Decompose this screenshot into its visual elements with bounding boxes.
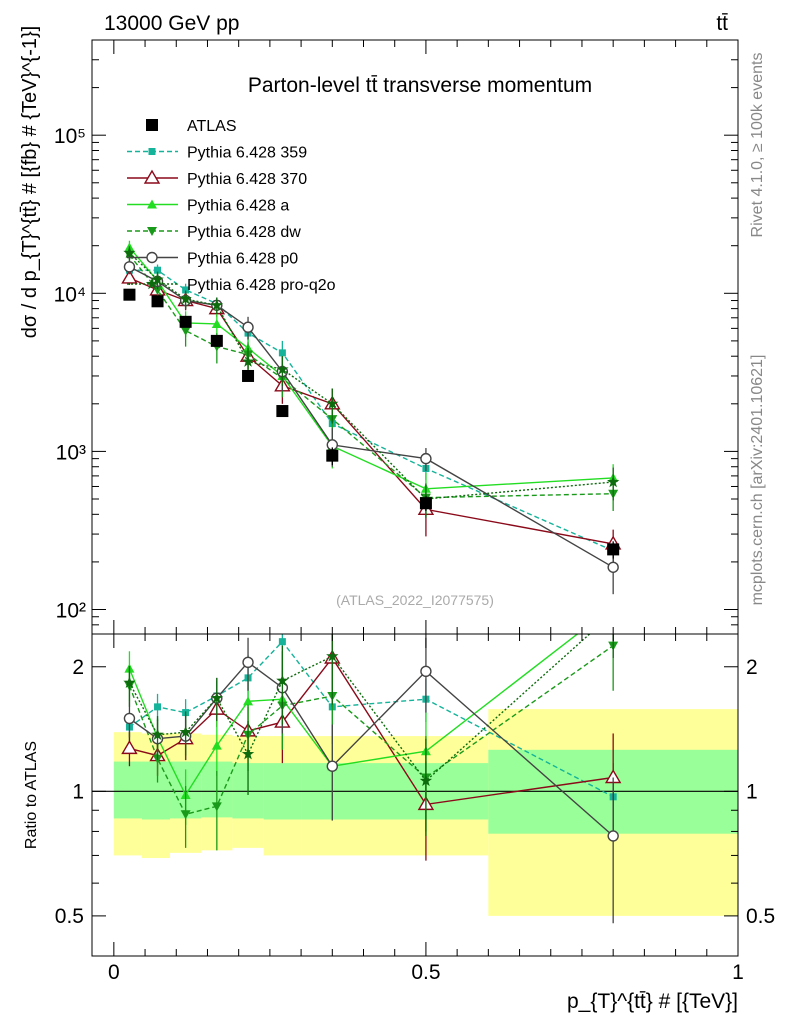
pythia-6-428-pro-q2o-point: [326, 649, 339, 662]
pythia-6-428-p0-point: [607, 830, 619, 842]
ratio-y-tick-label: 0.5: [55, 905, 84, 928]
legend-marker-pythia-6-428-pro-q2o: [145, 277, 159, 290]
x-axis-label: p_{T}^{tt̄} # [{TeV}]: [567, 990, 738, 1013]
legend-label-pythia-6-428-dw: Pythia 6.428 dw: [187, 224, 301, 241]
pythia-6-428-359-point: [278, 638, 286, 646]
atlas-point: [179, 315, 192, 328]
pythia-6-428-pro-q2o-point: [606, 475, 620, 488]
pythia-6-428-pro-q2o-point: [179, 292, 192, 305]
main-y-axis-label: dσ / d p_{T}^{tt̄} # [{fb} # {TeV}^{-1}]: [19, 26, 41, 338]
ratio-y-tick-label-right: 0.5: [746, 905, 775, 928]
mcplots-label: mcplots.cern.ch [arXiv:2401.10621]: [749, 355, 766, 606]
legend-marker-pythia-6-428-p0: [146, 251, 158, 264]
pythia-6-428-p0-point: [123, 261, 136, 273]
legend-label-atlas: ATLAS: [187, 118, 237, 135]
process-label: 13000 GeV pp: [104, 12, 239, 35]
ratio-panel-axes: 0.5 0.5 1 1 2 2 0 0.5 1: [55, 634, 775, 984]
pythia-6-428-p0-point: [326, 760, 338, 772]
x-tick-label: 0.5: [411, 961, 440, 984]
pythia-6-428-dw-point: [211, 802, 222, 812]
atlas-point: [326, 449, 339, 462]
main-y-tick-label: 10²: [56, 600, 86, 623]
pythia-6-428-a-point: [211, 740, 222, 750]
legend-marker-atlas: [146, 119, 158, 131]
pythia-6-428-pro-q2o-point: [241, 747, 255, 760]
analysis-watermark: (ATLAS_2022_I2077575): [336, 592, 494, 608]
legend-label-pythia-6-428-pro-q2o: Pythia 6.428 pro-q2o: [187, 277, 336, 294]
atlas-point: [210, 334, 223, 347]
ratio-y-axis-label: Ratio to ATLAS: [23, 741, 40, 849]
ratio-y-tick-label: 2: [72, 656, 84, 679]
pythia-6-428-pro-q2o-point: [151, 728, 164, 741]
legend-label-pythia-6-428-370: Pythia 6.428 370: [187, 171, 307, 188]
pythia-6-428-a-point: [211, 318, 222, 328]
ratio-y-tick-label: 1: [72, 780, 84, 803]
pythia-6-428-pro-q2o-point: [326, 397, 339, 410]
main-y-tick-label: 10⁴: [54, 283, 86, 306]
pythia-6-428-pro-q2o-point: [276, 674, 289, 687]
pythia-6-428-pro-q2o-point: [276, 362, 289, 375]
pythia-6-428-359-line: [129, 269, 614, 552]
pythia-6-428-p0-point: [420, 665, 432, 678]
atlas-point: [151, 295, 164, 308]
rivet-version-label: Rivet 4.1.0, ≥ 100k events: [749, 53, 766, 238]
legend-label-pythia-6-428-p0: Pythia 6.428 p0: [187, 251, 298, 268]
ratio-y-tick-label-right: 1: [746, 780, 758, 803]
pythia-6-428-359-point: [154, 266, 162, 274]
pythia-6-428-pro-q2o-point: [179, 725, 192, 738]
legend-marker-pythia-6-428-a: [147, 199, 157, 209]
pythia-6-428-dw-point: [180, 326, 191, 336]
main-panel-data: [121, 240, 622, 595]
legend-label-pythia-6-428-359: Pythia 6.428 359: [187, 145, 307, 162]
x-tick-label: 0: [108, 961, 120, 984]
main-panel-axes: 10² 10³ 10⁴ 10⁵: [54, 39, 739, 635]
pythia-6-428-pro-q2o-point: [123, 246, 136, 259]
legend: ATLAS Pythia 6.428 359 Pythia 6.428 370 Pyt…: [127, 118, 336, 294]
pythia-6-428-pro-q2o-point: [241, 355, 255, 367]
pythia-6-428-pro-q2o-point: [419, 774, 433, 787]
pythia-6-428-p0-point: [242, 656, 254, 669]
pythia-6-428-p0-point: [242, 321, 254, 333]
x-tick-label: 1: [732, 961, 744, 984]
pythia-6-428-p0-point: [607, 561, 619, 573]
pythia-6-428-359-line: [128, 640, 614, 798]
pythia-6-428-pro-q2o-point: [123, 676, 136, 688]
legend-marker-pythia-6-428-dw: [147, 227, 157, 236]
atlas-point: [419, 497, 432, 510]
atlas-point: [123, 288, 136, 301]
ratio-panel-frame: [91, 633, 739, 957]
legend-label-pythia-6-428-a: Pythia 6.428 a: [187, 198, 289, 215]
ratio-green-band: [141, 761, 171, 820]
pythia-6-428-pro-q2o-point: [210, 691, 224, 704]
legend-marker-pythia-6-428-359: [148, 148, 156, 155]
main-y-tick-label: 10⁵: [54, 125, 86, 148]
ratio-y-tick-label-right: 2: [746, 656, 758, 679]
atlas-point: [242, 369, 255, 382]
pythia-6-428-359-point: [154, 703, 162, 711]
observable-label: tt̄: [716, 12, 728, 35]
ratio-green-band: [113, 761, 142, 819]
pythia-6-428-a-point: [243, 696, 254, 706]
pythia-6-428-370-point: [121, 739, 138, 755]
chart-title: Parton-level tt̄ transverse momentum: [248, 74, 592, 97]
pythia-6-428-p0-point: [123, 712, 136, 725]
atlas-point: [607, 543, 620, 556]
pythia-6-428-359-point: [182, 286, 190, 294]
main-y-tick-label: 10³: [56, 441, 86, 464]
pythia-6-428-pro-q2o-point: [210, 298, 224, 311]
ratio-panel-data: [121, 634, 622, 924]
pythia-6-428-dw-point: [180, 810, 191, 820]
pythia-6-428-p0-point: [420, 452, 432, 465]
pythia-6-428-p0-line: [129, 266, 614, 568]
pythia-6-428-370-line: [129, 277, 614, 545]
pythia-6-428-359-point: [278, 349, 286, 357]
pythia-6-428-pro-q2o-point: [151, 273, 164, 285]
pythia-6-428-370-point: [121, 269, 138, 284]
atlas-point: [276, 405, 289, 418]
legend-marker-pythia-6-428-370: [143, 169, 161, 184]
